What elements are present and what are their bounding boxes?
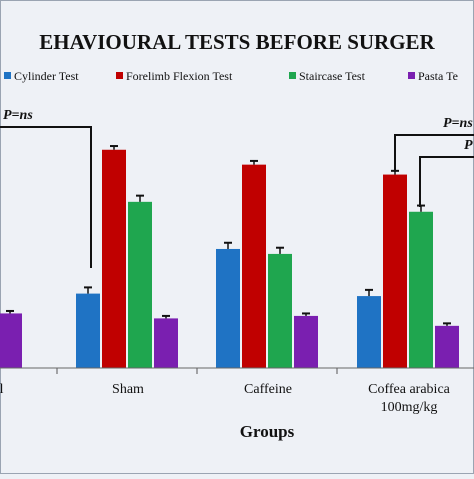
significance-label: P=ns xyxy=(3,108,33,123)
x-tick-label: Coffea arabica xyxy=(368,382,451,397)
legend-label: Staircase Test xyxy=(299,69,366,83)
legend-swatch xyxy=(116,72,123,79)
significance-label: P xyxy=(464,138,473,153)
chart-title: EHAVIOURAL TESTS BEFORE SURGER xyxy=(39,30,435,54)
bar xyxy=(154,318,178,368)
x-tick-label: 100mg/kg xyxy=(381,400,438,415)
bar xyxy=(242,164,266,368)
bar xyxy=(216,248,240,368)
x-axis-title: Groups xyxy=(240,422,295,441)
significance-bracket xyxy=(0,126,92,268)
x-tick-label: ol xyxy=(0,382,4,397)
x-tick-label: Sham xyxy=(112,382,144,397)
bar xyxy=(128,201,152,368)
legend-label: Pasta Te xyxy=(418,69,458,83)
legend-swatch xyxy=(289,72,296,79)
bar xyxy=(102,149,126,368)
bar xyxy=(0,313,22,368)
legend-swatch xyxy=(4,72,11,79)
legend-swatch xyxy=(408,72,415,79)
bar xyxy=(357,296,381,368)
significance-bracket xyxy=(394,134,474,172)
legend-label: Forelimb Flexion Test xyxy=(126,69,233,83)
bar xyxy=(435,325,459,368)
significance-bracket xyxy=(419,156,474,207)
bar xyxy=(409,211,433,368)
bar xyxy=(76,293,100,368)
bar xyxy=(294,315,318,368)
significance-label: P=ns xyxy=(443,116,473,131)
bar xyxy=(383,174,407,368)
legend-label: Cylinder Test xyxy=(14,69,79,83)
bar xyxy=(268,253,292,368)
x-tick-label: Caffeine xyxy=(244,382,292,397)
